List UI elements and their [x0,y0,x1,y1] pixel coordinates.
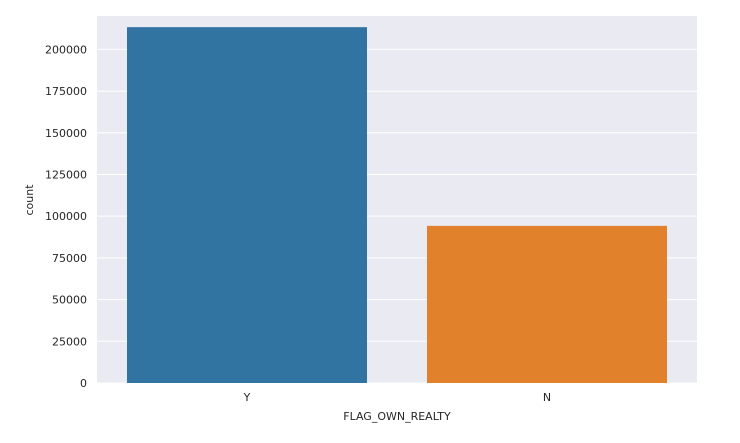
y-tick-label: 200000 [45,43,87,56]
y-axis-label: count [23,184,36,216]
y-tick-label: 175000 [45,85,87,98]
y-tick-labels: 0 25000 50000 75000 100000 125000 150000 175000… [45,43,87,390]
bars [127,27,667,383]
x-axis-label: FLAG_OWN_REALTY [343,410,451,423]
bar-N [427,225,667,383]
x-tick-label: Y [243,391,251,404]
y-tick-label: 125000 [45,168,87,181]
y-tick-label: 100000 [45,210,87,223]
y-tick-label: 0 [80,377,87,390]
y-tick-label: 25000 [52,335,87,348]
y-tick-label: 75000 [52,252,87,265]
y-tick-label: 150000 [45,127,87,140]
x-tick-label: N [543,391,551,404]
bar-Y [127,27,367,383]
y-tick-label: 50000 [52,294,87,307]
